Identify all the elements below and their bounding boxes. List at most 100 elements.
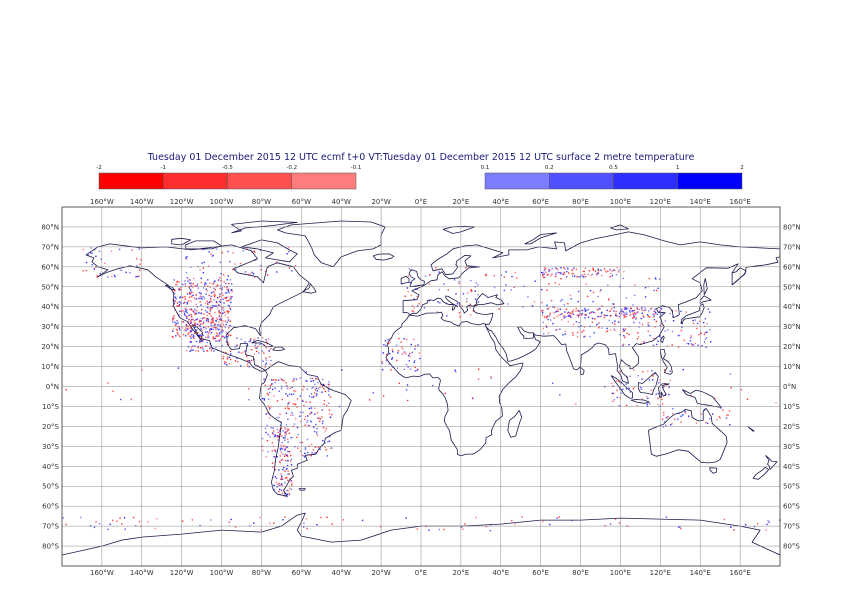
difference-point [317,417,319,419]
difference-point [199,524,201,527]
difference-point [417,344,419,346]
difference-point [284,481,286,484]
difference-point [266,424,268,427]
difference-point [297,433,299,436]
difference-point [282,453,284,455]
difference-point [594,318,596,320]
difference-point [630,307,632,309]
lat-label-left: 10°S [42,403,59,411]
difference-point [444,392,446,395]
difference-point [195,298,198,300]
difference-point [619,397,621,399]
difference-point [382,395,385,397]
difference-point [622,343,625,346]
difference-point [256,347,258,349]
difference-point [176,329,178,331]
difference-point [767,520,769,522]
difference-point [221,329,223,331]
difference-point [697,344,699,346]
difference-point [322,383,324,386]
lat-label-right: 20°N [783,343,801,351]
colorbar-positive-tick-label: 0.2 [545,165,554,171]
difference-point [195,340,198,343]
difference-point [207,285,209,287]
difference-point [286,430,288,432]
difference-point [599,315,601,318]
difference-point [654,310,656,313]
difference-point [218,340,221,342]
difference-point [304,418,306,421]
difference-point [310,420,312,422]
difference-point [217,279,220,281]
lat-label-left: 0°N [46,383,59,391]
difference-point [544,267,546,269]
difference-point [287,407,289,409]
difference-point [215,317,218,319]
difference-point [130,398,132,401]
difference-point [423,307,426,309]
difference-point [637,375,639,377]
difference-point [402,348,404,350]
difference-point [242,250,245,252]
difference-point [584,317,586,319]
difference-point [600,315,602,317]
difference-point [689,337,692,339]
difference-point [615,273,618,276]
difference-point [110,250,113,252]
difference-point [191,318,193,321]
difference-point [269,391,271,394]
difference-point [665,516,668,518]
difference-point [398,382,400,385]
difference-point [625,316,627,318]
difference-point [628,387,630,390]
difference-point [278,482,281,485]
difference-point [559,328,561,330]
difference-point [62,517,64,519]
difference-point [309,413,311,415]
difference-point [291,436,293,439]
difference-point [192,283,194,285]
difference-point [303,386,305,388]
difference-point [267,433,269,436]
difference-point [199,339,201,342]
difference-point [207,334,209,336]
difference-point [221,326,223,329]
difference-point [303,526,305,528]
difference-point [779,519,780,521]
difference-point [175,335,177,337]
difference-point [395,344,398,346]
difference-point [606,327,608,330]
difference-point [644,307,646,309]
difference-point [397,350,400,352]
difference-point [546,289,548,291]
difference-point [576,331,579,334]
difference-point [458,280,460,283]
difference-point [178,304,181,306]
lat-label-right: 0°N [783,383,796,391]
difference-point [80,516,82,519]
difference-point [293,393,295,395]
difference-point [189,341,191,343]
difference-point [191,333,193,336]
difference-point [271,442,274,444]
difference-point [195,312,198,315]
difference-point [413,310,415,313]
colorbar-positive-tick-label: 0.1 [481,165,490,171]
difference-point [304,448,307,451]
difference-point [213,291,215,293]
difference-point [179,297,181,299]
difference-point [643,316,645,318]
difference-point [584,276,587,278]
difference-point [266,340,268,343]
difference-point [746,398,749,400]
difference-point [212,328,214,331]
difference-point [246,363,249,365]
difference-point [700,332,702,334]
difference-point [564,333,566,335]
difference-point [192,334,194,336]
difference-point [274,379,276,381]
difference-point [135,258,138,260]
difference-point [269,436,271,438]
difference-point [251,271,253,274]
difference-point [306,438,309,441]
